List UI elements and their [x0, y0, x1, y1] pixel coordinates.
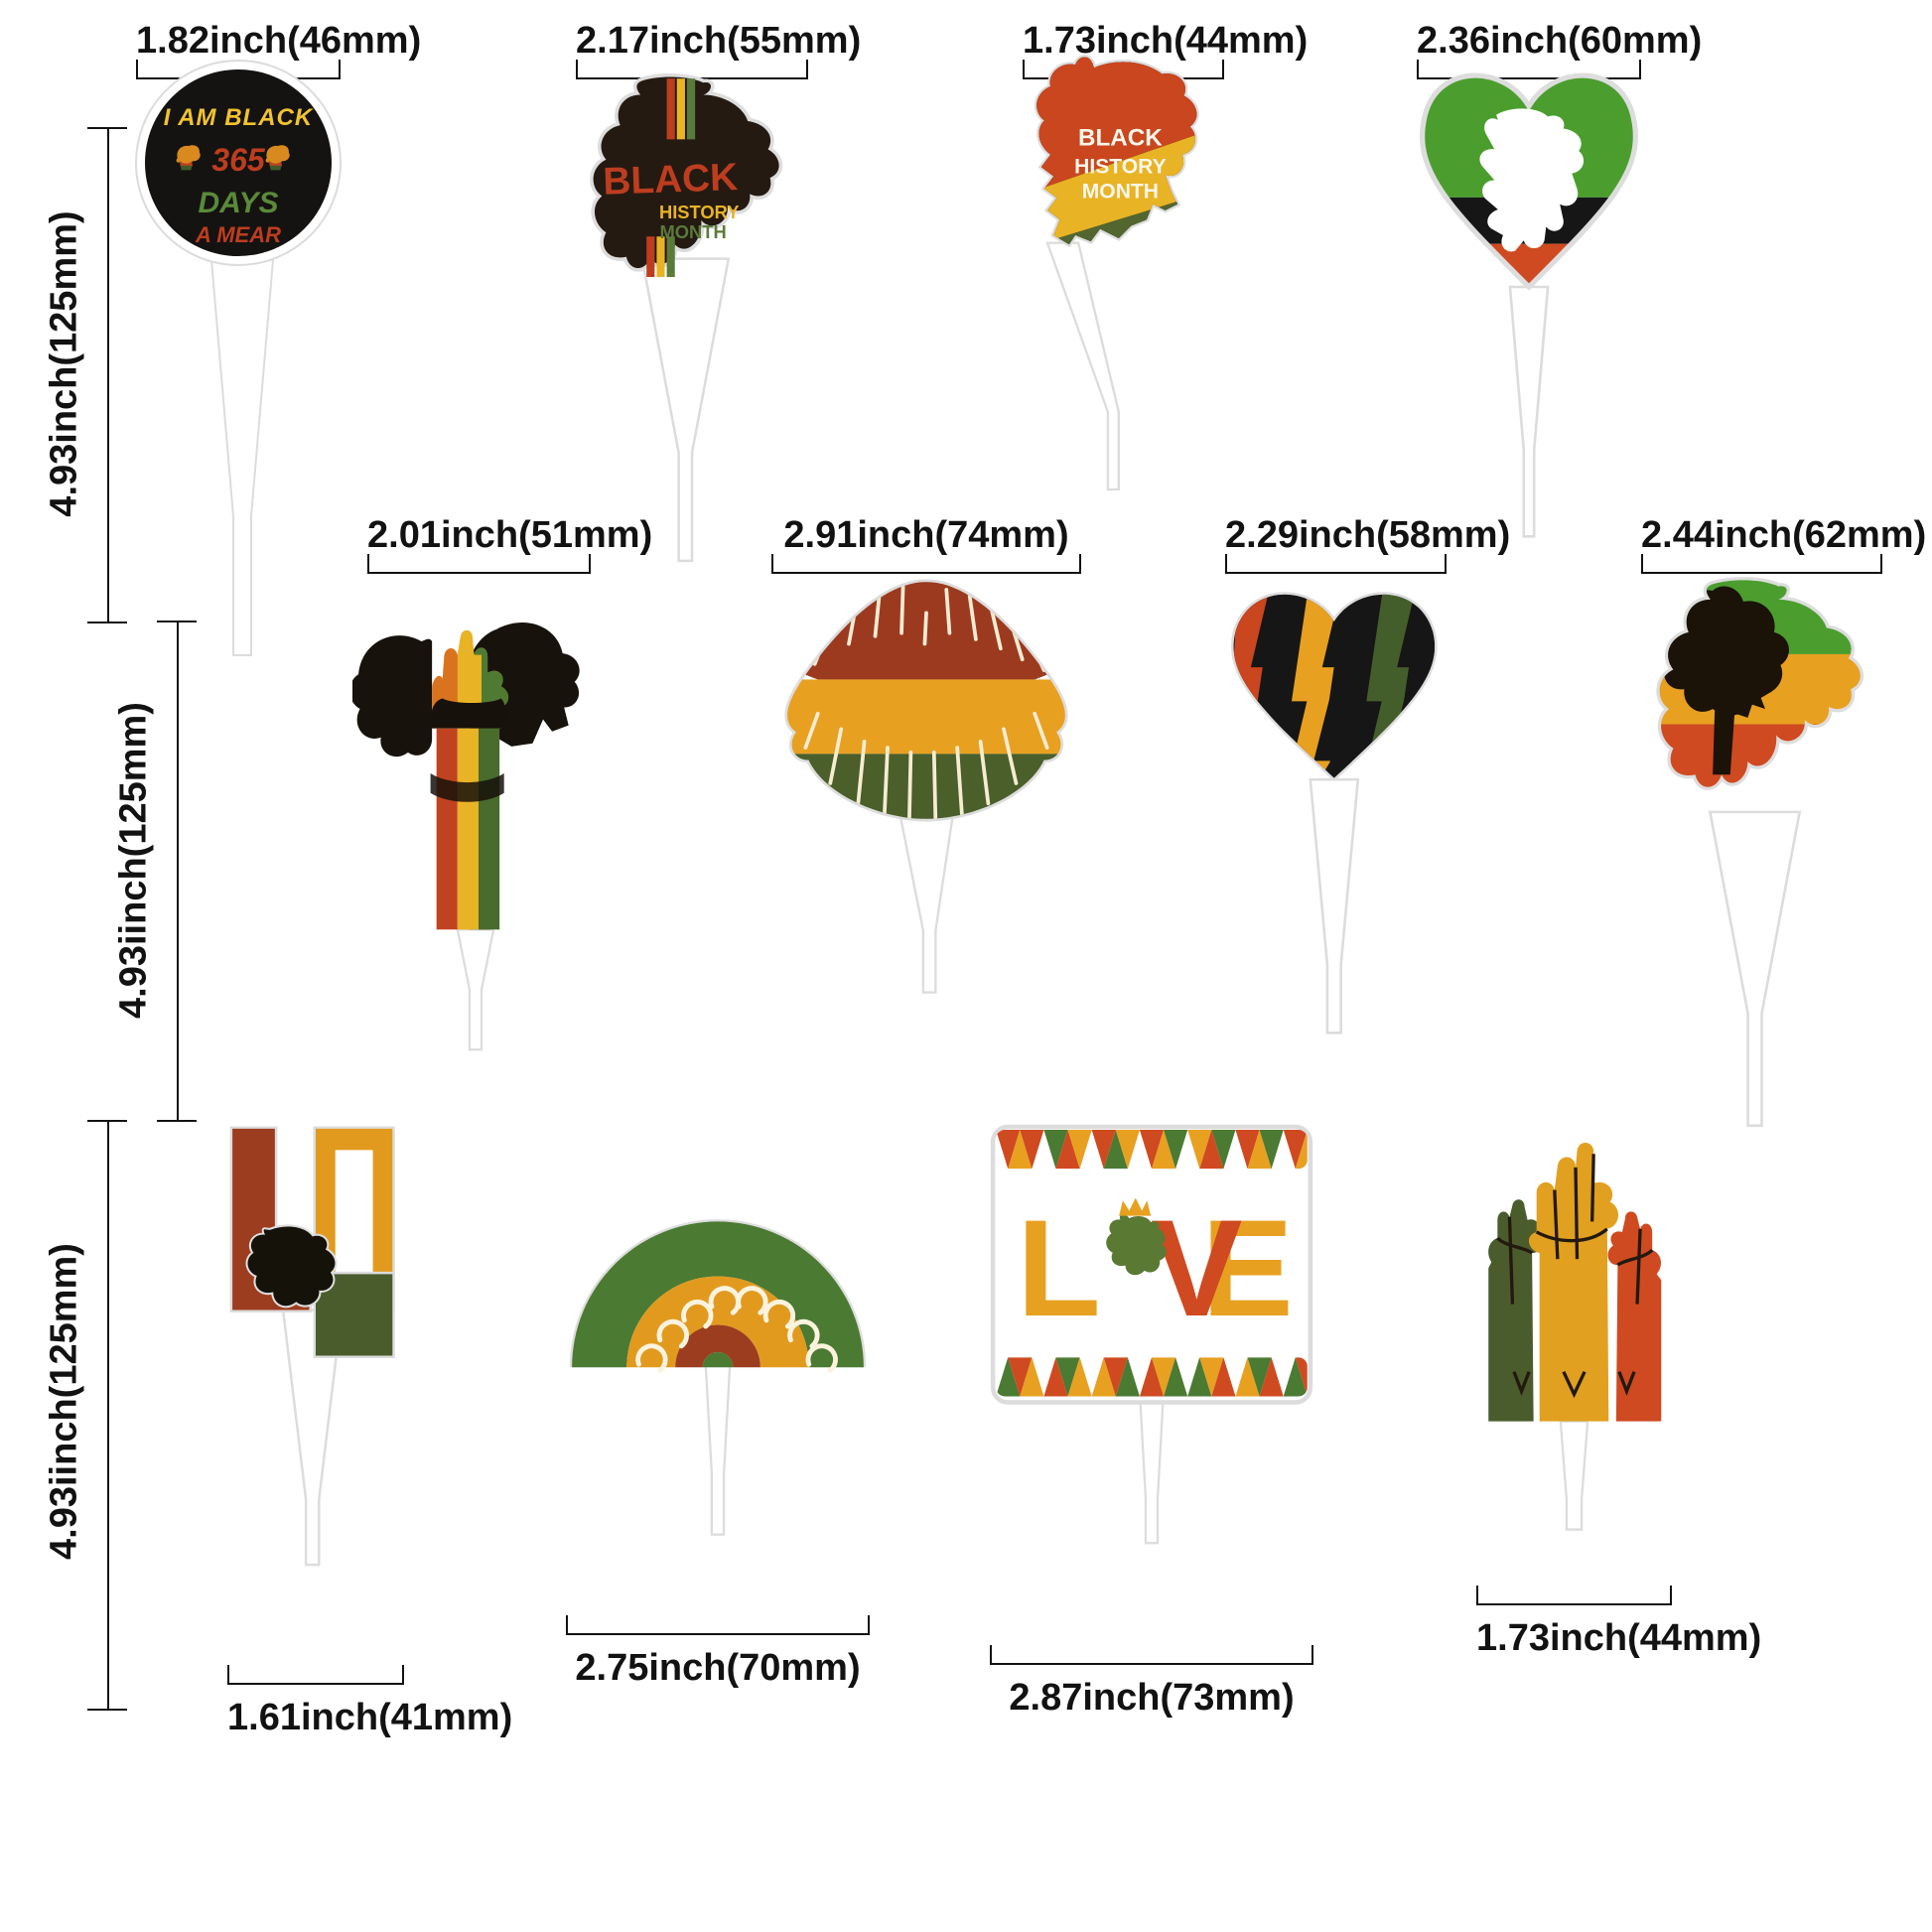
svg-text:L: L	[1017, 1191, 1101, 1345]
svg-text:365: 365	[211, 142, 266, 178]
svg-text:HISTORY: HISTORY	[1074, 155, 1167, 178]
svg-text:DAYS: DAYS	[198, 187, 278, 219]
svg-text:A MEAR: A MEAR	[195, 222, 281, 247]
svg-text:BLACK: BLACK	[603, 156, 739, 204]
svg-text:MONTH: MONTH	[659, 221, 726, 242]
svg-text:HISTORY: HISTORY	[659, 202, 740, 222]
svg-text:I AM BLACK: I AM BLACK	[164, 104, 314, 131]
svg-text:V: V	[1151, 1191, 1243, 1345]
svg-text:MONTH: MONTH	[1082, 180, 1159, 203]
svg-text:BLACK: BLACK	[1078, 124, 1163, 151]
